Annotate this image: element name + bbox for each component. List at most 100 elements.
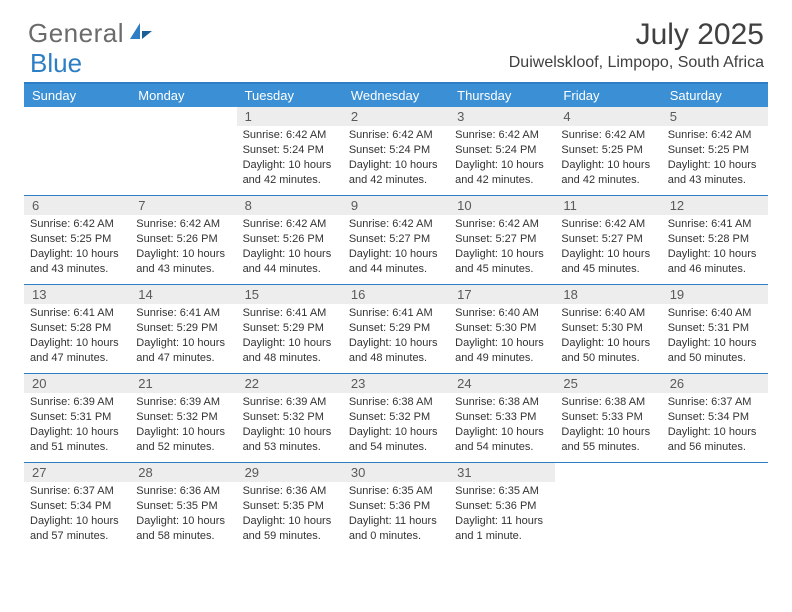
day-number: 23: [343, 374, 449, 393]
day-data: Sunrise: 6:42 AMSunset: 5:27 PMDaylight:…: [449, 215, 555, 280]
day-number: 16: [343, 285, 449, 304]
day-number: 18: [555, 285, 661, 304]
day-cell: 13Sunrise: 6:41 AMSunset: 5:28 PMDayligh…: [24, 285, 130, 373]
day-header: Wednesday: [343, 84, 449, 107]
day-cell: 30Sunrise: 6:35 AMSunset: 5:36 PMDayligh…: [343, 463, 449, 551]
day-header: Saturday: [662, 84, 768, 107]
day-header: Thursday: [449, 84, 555, 107]
day-cell: 14Sunrise: 6:41 AMSunset: 5:29 PMDayligh…: [130, 285, 236, 373]
day-number: 22: [237, 374, 343, 393]
day-cell: 2Sunrise: 6:42 AMSunset: 5:24 PMDaylight…: [343, 107, 449, 195]
day-number: 25: [555, 374, 661, 393]
day-number: 30: [343, 463, 449, 482]
day-number: 21: [130, 374, 236, 393]
day-data: Sunrise: 6:37 AMSunset: 5:34 PMDaylight:…: [24, 482, 130, 547]
day-data: Sunrise: 6:40 AMSunset: 5:31 PMDaylight:…: [662, 304, 768, 369]
week-row: 6Sunrise: 6:42 AMSunset: 5:25 PMDaylight…: [24, 195, 768, 284]
day-data: Sunrise: 6:42 AMSunset: 5:24 PMDaylight:…: [343, 126, 449, 191]
day-cell: 19Sunrise: 6:40 AMSunset: 5:31 PMDayligh…: [662, 285, 768, 373]
day-data: Sunrise: 6:37 AMSunset: 5:34 PMDaylight:…: [662, 393, 768, 458]
day-data: Sunrise: 6:38 AMSunset: 5:33 PMDaylight:…: [449, 393, 555, 458]
day-cell: 17Sunrise: 6:40 AMSunset: 5:30 PMDayligh…: [449, 285, 555, 373]
day-number: 4: [555, 107, 661, 126]
day-number: 9: [343, 196, 449, 215]
day-number: 28: [130, 463, 236, 482]
logo-blue-text: Blue: [30, 48, 82, 79]
day-data: Sunrise: 6:38 AMSunset: 5:33 PMDaylight:…: [555, 393, 661, 458]
day-header: Friday: [555, 84, 661, 107]
day-header: Monday: [130, 84, 236, 107]
day-cell: 16Sunrise: 6:41 AMSunset: 5:29 PMDayligh…: [343, 285, 449, 373]
day-data: Sunrise: 6:40 AMSunset: 5:30 PMDaylight:…: [449, 304, 555, 369]
day-cell: 3Sunrise: 6:42 AMSunset: 5:24 PMDaylight…: [449, 107, 555, 195]
day-cell: 5Sunrise: 6:42 AMSunset: 5:25 PMDaylight…: [662, 107, 768, 195]
day-data: Sunrise: 6:42 AMSunset: 5:25 PMDaylight:…: [24, 215, 130, 280]
day-number: 7: [130, 196, 236, 215]
day-number: 3: [449, 107, 555, 126]
day-data: Sunrise: 6:42 AMSunset: 5:24 PMDaylight:…: [237, 126, 343, 191]
day-header: Tuesday: [237, 84, 343, 107]
week-row: 20Sunrise: 6:39 AMSunset: 5:31 PMDayligh…: [24, 373, 768, 462]
day-cell: 8Sunrise: 6:42 AMSunset: 5:26 PMDaylight…: [237, 196, 343, 284]
day-number: 13: [24, 285, 130, 304]
day-data: Sunrise: 6:41 AMSunset: 5:29 PMDaylight:…: [343, 304, 449, 369]
day-data: Sunrise: 6:41 AMSunset: 5:28 PMDaylight:…: [24, 304, 130, 369]
day-number: 2: [343, 107, 449, 126]
day-data: Sunrise: 6:41 AMSunset: 5:29 PMDaylight:…: [130, 304, 236, 369]
day-cell: [130, 107, 236, 195]
day-cell: 21Sunrise: 6:39 AMSunset: 5:32 PMDayligh…: [130, 374, 236, 462]
day-cell: [662, 463, 768, 551]
week-row: 13Sunrise: 6:41 AMSunset: 5:28 PMDayligh…: [24, 284, 768, 373]
day-data: Sunrise: 6:42 AMSunset: 5:27 PMDaylight:…: [343, 215, 449, 280]
day-number: 31: [449, 463, 555, 482]
day-cell: 7Sunrise: 6:42 AMSunset: 5:26 PMDaylight…: [130, 196, 236, 284]
month-title: July 2025: [509, 18, 764, 52]
day-number: 10: [449, 196, 555, 215]
day-cell: 28Sunrise: 6:36 AMSunset: 5:35 PMDayligh…: [130, 463, 236, 551]
day-cell: 25Sunrise: 6:38 AMSunset: 5:33 PMDayligh…: [555, 374, 661, 462]
day-cell: 22Sunrise: 6:39 AMSunset: 5:32 PMDayligh…: [237, 374, 343, 462]
day-cell: 15Sunrise: 6:41 AMSunset: 5:29 PMDayligh…: [237, 285, 343, 373]
day-cell: 27Sunrise: 6:37 AMSunset: 5:34 PMDayligh…: [24, 463, 130, 551]
day-number: 1: [237, 107, 343, 126]
day-cell: 18Sunrise: 6:40 AMSunset: 5:30 PMDayligh…: [555, 285, 661, 373]
day-number: [555, 463, 661, 482]
day-cell: 23Sunrise: 6:38 AMSunset: 5:32 PMDayligh…: [343, 374, 449, 462]
location: Duiwelskloof, Limpopo, South Africa: [509, 54, 764, 72]
day-cell: 1Sunrise: 6:42 AMSunset: 5:24 PMDaylight…: [237, 107, 343, 195]
logo: General: [28, 18, 154, 49]
week-row: 1Sunrise: 6:42 AMSunset: 5:24 PMDaylight…: [24, 107, 768, 195]
day-data: Sunrise: 6:36 AMSunset: 5:35 PMDaylight:…: [130, 482, 236, 547]
day-header: Sunday: [24, 84, 130, 107]
day-cell: 4Sunrise: 6:42 AMSunset: 5:25 PMDaylight…: [555, 107, 661, 195]
day-data: Sunrise: 6:42 AMSunset: 5:25 PMDaylight:…: [662, 126, 768, 191]
day-data: Sunrise: 6:39 AMSunset: 5:32 PMDaylight:…: [130, 393, 236, 458]
day-cell: [24, 107, 130, 195]
day-number: 12: [662, 196, 768, 215]
day-number: 5: [662, 107, 768, 126]
day-data: Sunrise: 6:41 AMSunset: 5:28 PMDaylight:…: [662, 215, 768, 280]
day-data: Sunrise: 6:39 AMSunset: 5:31 PMDaylight:…: [24, 393, 130, 458]
day-data: Sunrise: 6:35 AMSunset: 5:36 PMDaylight:…: [343, 482, 449, 547]
day-number: 17: [449, 285, 555, 304]
day-cell: 20Sunrise: 6:39 AMSunset: 5:31 PMDayligh…: [24, 374, 130, 462]
day-cell: 26Sunrise: 6:37 AMSunset: 5:34 PMDayligh…: [662, 374, 768, 462]
day-data: Sunrise: 6:38 AMSunset: 5:32 PMDaylight:…: [343, 393, 449, 458]
day-number: 20: [24, 374, 130, 393]
day-data: Sunrise: 6:42 AMSunset: 5:26 PMDaylight:…: [237, 215, 343, 280]
day-number: 14: [130, 285, 236, 304]
day-number: [24, 107, 130, 126]
day-data: Sunrise: 6:36 AMSunset: 5:35 PMDaylight:…: [237, 482, 343, 547]
day-number: 8: [237, 196, 343, 215]
day-number: 11: [555, 196, 661, 215]
day-number: 6: [24, 196, 130, 215]
day-number: 24: [449, 374, 555, 393]
day-data: Sunrise: 6:42 AMSunset: 5:27 PMDaylight:…: [555, 215, 661, 280]
day-number: [130, 107, 236, 126]
day-header-row: SundayMondayTuesdayWednesdayThursdayFrid…: [24, 84, 768, 107]
day-data: Sunrise: 6:39 AMSunset: 5:32 PMDaylight:…: [237, 393, 343, 458]
day-data: Sunrise: 6:41 AMSunset: 5:29 PMDaylight:…: [237, 304, 343, 369]
day-data: Sunrise: 6:42 AMSunset: 5:25 PMDaylight:…: [555, 126, 661, 191]
day-cell: 9Sunrise: 6:42 AMSunset: 5:27 PMDaylight…: [343, 196, 449, 284]
calendar: SundayMondayTuesdayWednesdayThursdayFrid…: [24, 82, 768, 551]
